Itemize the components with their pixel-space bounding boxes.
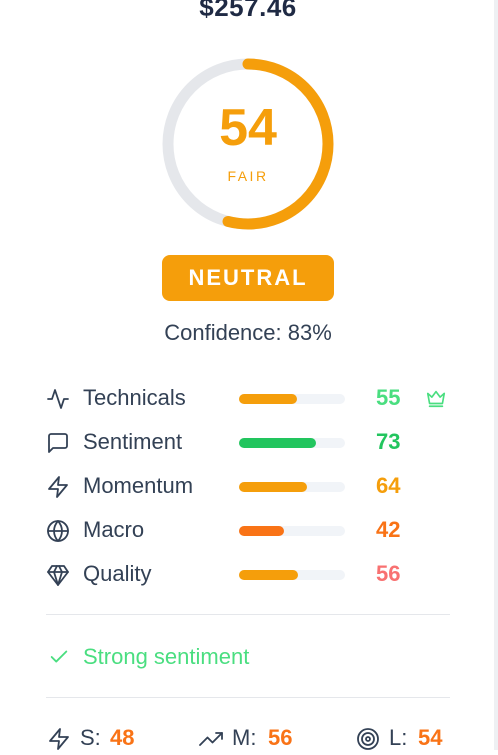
factor-row-sentiment: Sentiment 73	[46, 427, 450, 459]
factor-bar	[239, 526, 345, 536]
factor-label: Quality	[83, 561, 152, 586]
factor-row-quality: Quality 56	[46, 559, 450, 591]
horizon-key: S:	[80, 725, 101, 750]
check-icon	[50, 650, 68, 663]
divider	[46, 697, 450, 698]
factor-bar-fill	[239, 438, 317, 448]
factor-row-macro: Macro 42	[46, 515, 450, 547]
horizon-long: L: 54	[356, 725, 456, 755]
factor-row-technicals: Technicals 55	[46, 383, 450, 415]
factor-value: 55	[376, 385, 401, 410]
factor-bar	[239, 438, 345, 448]
gem-icon	[47, 565, 69, 586]
score-value: 54	[219, 99, 277, 157]
factor-bar-fill	[239, 570, 299, 580]
divider	[46, 614, 450, 615]
factor-bar-fill	[239, 482, 307, 492]
factor-value: 73	[376, 429, 401, 454]
factor-bar	[239, 482, 345, 492]
signal-note: Strong sentiment	[46, 643, 446, 671]
score-rating: FAIR	[227, 168, 269, 184]
factor-label: Technicals	[83, 385, 186, 410]
target-icon	[357, 728, 379, 750]
gauge-progress	[162, 58, 334, 230]
message-square-icon	[48, 433, 68, 453]
activity-icon	[47, 389, 69, 409]
horizon-value: 56	[268, 725, 293, 750]
panel-edge	[494, 0, 498, 750]
score-gauge	[162, 58, 334, 230]
factor-row-momentum: Momentum 64	[46, 471, 450, 503]
gauge-center: 54 FAIR	[158, 54, 338, 234]
zap-icon	[48, 476, 68, 498]
horizon-medium: M: 56	[199, 725, 309, 755]
factor-bar-fill	[239, 526, 284, 536]
factor-bar	[239, 570, 345, 580]
confidence-text: Confidence: 83%	[164, 320, 332, 345]
horizon-short: S: 48	[47, 725, 157, 755]
verdict-badge: NEUTRAL	[162, 255, 334, 301]
globe-icon	[47, 520, 69, 542]
trending-up-icon	[199, 732, 223, 746]
factor-value: 56	[376, 561, 401, 586]
horizon-key: M:	[232, 725, 257, 750]
factor-value: 64	[376, 473, 401, 498]
horizon-key: L:	[389, 725, 408, 750]
crown-icon	[426, 390, 446, 408]
factor-value: 42	[376, 517, 401, 542]
factor-bar	[239, 394, 345, 404]
factor-label: Macro	[83, 517, 145, 542]
horizon-value: 54	[418, 725, 443, 750]
zap-icon	[49, 728, 69, 750]
horizon-value: 48	[110, 725, 135, 750]
factor-label: Sentiment	[83, 429, 183, 454]
stock-price: $257.46	[199, 0, 297, 22]
factor-label: Momentum	[83, 473, 194, 498]
factor-bar-fill	[239, 394, 298, 404]
signal-text: Strong sentiment	[83, 644, 250, 669]
